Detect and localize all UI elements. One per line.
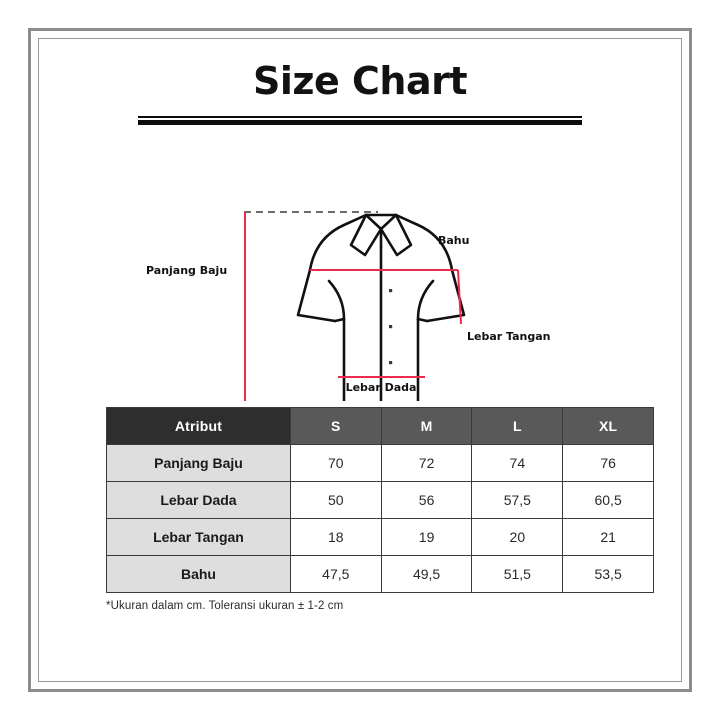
- size-table-container: Atribut S M L XL Panjang Baju 70 72 74 7…: [48, 406, 672, 593]
- cell-lebar-tangan-xl: 21: [562, 517, 654, 556]
- left-sleeve-outer: [296, 268, 337, 323]
- table-row: Lebar Tangan 18 19 20 21: [106, 517, 654, 556]
- cell-lebar-tangan-l: 20: [471, 517, 564, 556]
- shirt-illustration: Panjang Baju Bahu Lebar Dada Lebar Tanga…: [48, 129, 672, 401]
- table-row: Panjang Baju 70 72 74 76: [106, 443, 654, 482]
- cell-lebar-tangan-m: 19: [380, 517, 473, 556]
- right-shoulder-line: [394, 213, 454, 272]
- row-label-lebar-tangan: Lebar Tangan: [106, 517, 291, 556]
- right-armhole: [416, 279, 435, 321]
- left-armhole: [327, 279, 346, 321]
- divider-gap: [138, 117, 582, 120]
- column-header-xl: XL: [562, 406, 654, 445]
- shirt-diagram-svg: Panjang Baju Bahu Lebar Dada Lebar Tanga…: [146, 210, 551, 401]
- left-sleeve-hem: [333, 317, 346, 323]
- lebar-tangan-label: Lebar Tangan: [467, 330, 551, 343]
- row-label-lebar-dada: Lebar Dada: [106, 480, 291, 519]
- cell-panjang-baju-l: 74: [471, 443, 564, 482]
- cell-lebar-dada-s: 50: [289, 480, 382, 519]
- shirt-outline-group: [296, 213, 466, 401]
- cell-panjang-baju-xl: 76: [562, 443, 654, 482]
- collar-right-flap: [379, 213, 413, 257]
- button-2: [389, 324, 393, 328]
- cell-lebar-dada-xl: 60,5: [562, 480, 654, 519]
- button-1: [389, 288, 393, 292]
- size-table-body: Panjang Baju 70 72 74 76 Lebar Dada 50 5…: [106, 443, 654, 593]
- divider-rule-thin: [138, 115, 582, 118]
- bahu-label: Bahu: [438, 234, 469, 247]
- column-header-atribut: Atribut: [106, 406, 291, 445]
- table-row: Bahu 47,5 49,5 51,5 53,5: [106, 554, 654, 593]
- content-area: Size Chart: [48, 48, 672, 672]
- cell-panjang-baju-m: 72: [380, 443, 473, 482]
- size-table-head: Atribut S M L XL: [106, 406, 654, 445]
- cell-bahu-m: 49,5: [380, 554, 473, 593]
- title-divider: [138, 115, 582, 125]
- panjang-baju-label: Panjang Baju: [146, 264, 227, 277]
- cell-lebar-dada-l: 57,5: [471, 480, 564, 519]
- table-header-row: Atribut S M L XL: [106, 406, 654, 445]
- cell-lebar-tangan-s: 18: [289, 517, 382, 556]
- size-table: Atribut S M L XL Panjang Baju 70 72 74 7…: [106, 406, 654, 593]
- cell-panjang-baju-s: 70: [289, 443, 382, 482]
- row-label-bahu: Bahu: [106, 554, 291, 593]
- title-block: Size Chart: [48, 48, 672, 125]
- right-sleeve-hem: [416, 317, 429, 323]
- divider-rule-thick: [138, 119, 582, 125]
- column-header-m: M: [380, 406, 473, 445]
- lebar-tangan-measure-line: [457, 269, 462, 324]
- left-shoulder-line: [308, 213, 368, 272]
- button-group: [389, 288, 393, 364]
- column-header-l: L: [471, 406, 564, 445]
- collar-left-flap: [349, 213, 383, 257]
- table-row: Lebar Dada 50 56 57,5 60,5: [106, 480, 654, 519]
- cell-bahu-xl: 53,5: [562, 554, 654, 593]
- right-sleeve-outer: [425, 268, 466, 323]
- cell-bahu-s: 47,5: [289, 554, 382, 593]
- button-3: [389, 360, 393, 364]
- measurement-footnote: *Ukuran dalam cm. Toleransi ukuran ± 1-2…: [106, 599, 344, 612]
- cell-lebar-dada-m: 56: [380, 480, 473, 519]
- row-label-panjang-baju: Panjang Baju: [106, 443, 291, 482]
- page-title: Size Chart: [252, 59, 468, 103]
- column-header-s: S: [289, 406, 382, 445]
- cell-bahu-l: 51,5: [471, 554, 564, 593]
- lebar-dada-label: Lebar Dada: [346, 381, 417, 394]
